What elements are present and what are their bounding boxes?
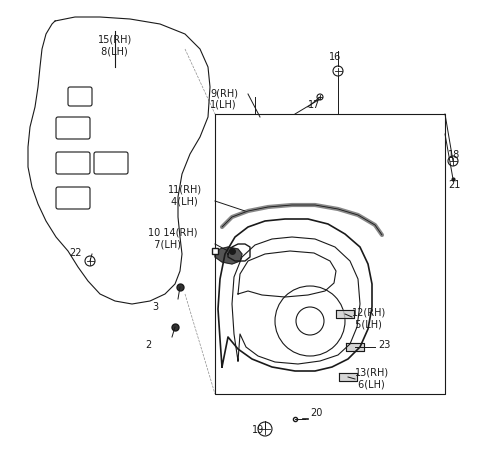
Text: 21: 21 (448, 179, 460, 190)
Text: 9(RH)
1(LH): 9(RH) 1(LH) (210, 88, 238, 109)
Text: 12(RH)
 5(LH): 12(RH) 5(LH) (352, 308, 386, 329)
Text: 20: 20 (310, 407, 323, 417)
Text: 17: 17 (308, 100, 320, 110)
Text: 18: 18 (448, 150, 460, 160)
Text: 15(RH)
 8(LH): 15(RH) 8(LH) (98, 35, 132, 56)
Polygon shape (215, 247, 242, 264)
Text: 13(RH)
 6(LH): 13(RH) 6(LH) (355, 367, 389, 389)
Text: 19: 19 (252, 424, 264, 434)
Polygon shape (336, 310, 354, 318)
Text: 11(RH)
 4(LH): 11(RH) 4(LH) (168, 185, 202, 206)
Text: 3: 3 (152, 302, 158, 311)
Text: 16: 16 (329, 52, 341, 62)
Text: 10 14(RH)
  7(LH): 10 14(RH) 7(LH) (148, 228, 197, 249)
Polygon shape (346, 343, 364, 351)
Text: 23: 23 (378, 339, 390, 349)
Text: 2: 2 (145, 339, 151, 349)
Text: 22: 22 (69, 247, 81, 257)
Polygon shape (339, 373, 357, 381)
